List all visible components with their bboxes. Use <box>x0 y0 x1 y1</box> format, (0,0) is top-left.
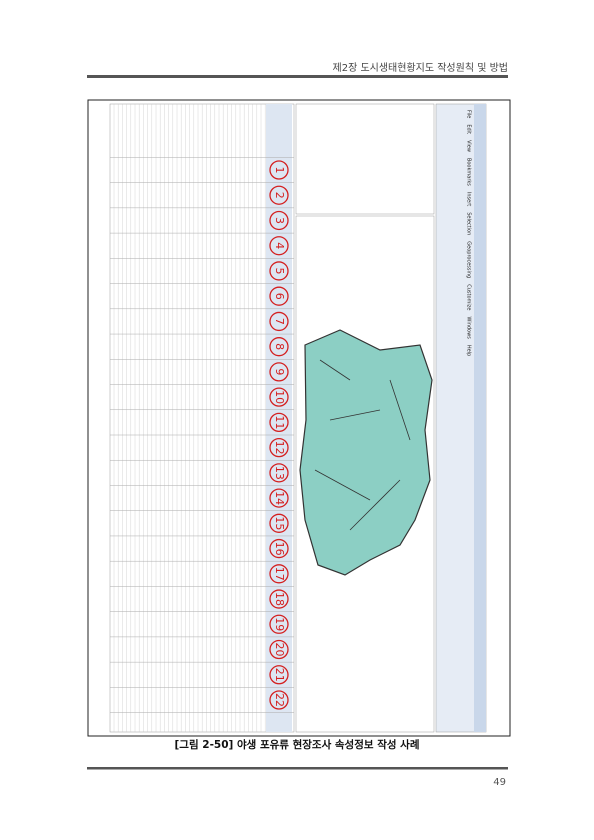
column-marker <box>269 412 289 433</box>
column-marker-label: 17 <box>273 567 286 581</box>
table-of-contents <box>295 103 435 215</box>
column-marker-label: 22 <box>273 693 286 707</box>
menu-item: File <box>466 110 472 118</box>
column-marker <box>269 362 289 382</box>
column-marker <box>269 614 289 634</box>
column-marker-label: 12 <box>273 441 286 455</box>
menu-item: View <box>466 140 472 152</box>
column-marker-label: 7 <box>273 318 286 325</box>
map-polygons <box>299 329 433 576</box>
column-marker <box>269 185 289 205</box>
column-marker <box>269 286 289 306</box>
column-marker-label: 5 <box>273 267 286 274</box>
column-marker-label: 8 <box>273 343 286 350</box>
column-marker <box>269 387 289 407</box>
column-marker <box>269 236 289 256</box>
menu-item: Customize <box>466 284 472 310</box>
column-marker <box>269 690 289 710</box>
menu-item: Bookmarks <box>466 158 472 186</box>
menu-item: Windows <box>466 316 472 339</box>
running-header: 제2장 도시생태현황지도 작성원칙 및 방법 <box>333 62 508 74</box>
column-marker-label: 18 <box>273 592 286 606</box>
column-marker-label: 9 <box>273 368 286 375</box>
menu-item: Insert <box>466 192 472 206</box>
column-marker <box>269 463 289 483</box>
header-rule <box>87 75 508 78</box>
footer-rule <box>87 767 508 770</box>
column-marker <box>269 261 289 281</box>
title-bar <box>474 104 486 732</box>
figure-caption: [그림 2-50] 야생 포유류 현장조사 속성정보 작성 사례 <box>174 738 419 751</box>
column-marker <box>269 538 289 559</box>
column-marker-label: 15 <box>273 516 286 530</box>
menu-item: Geoprocessing <box>466 241 472 278</box>
menu-item: Selection <box>466 212 472 235</box>
column-marker <box>269 488 289 508</box>
column-marker-label: 3 <box>273 217 286 224</box>
column-marker <box>269 564 289 584</box>
column-marker <box>269 311 289 332</box>
column-marker <box>269 337 289 357</box>
column-marker <box>269 589 289 609</box>
column-marker-label: 2 <box>273 192 286 199</box>
column-marker-label: 21 <box>273 668 286 682</box>
column-marker-label: 6 <box>273 293 286 300</box>
column-marker-label: 13 <box>273 466 286 480</box>
column-marker-label: 16 <box>273 542 286 556</box>
column-marker-label: 20 <box>273 643 286 657</box>
column-marker <box>269 639 289 660</box>
column-marker <box>269 513 289 533</box>
column-marker-label: 14 <box>273 491 286 505</box>
column-marker <box>269 665 289 685</box>
column-marker-label: 10 <box>273 390 286 404</box>
page-number: 49 <box>493 777 506 788</box>
menu-item: Edit <box>466 124 472 134</box>
column-marker-label: 19 <box>273 617 286 631</box>
menu-item: Help <box>466 345 472 356</box>
column-marker <box>269 160 289 180</box>
column-marker <box>269 210 289 231</box>
column-marker-label: 11 <box>273 415 286 429</box>
column-marker <box>269 437 289 458</box>
column-marker-label: 1 <box>273 167 286 174</box>
column-marker-label: 4 <box>273 242 286 249</box>
map-boundaries <box>314 359 411 531</box>
